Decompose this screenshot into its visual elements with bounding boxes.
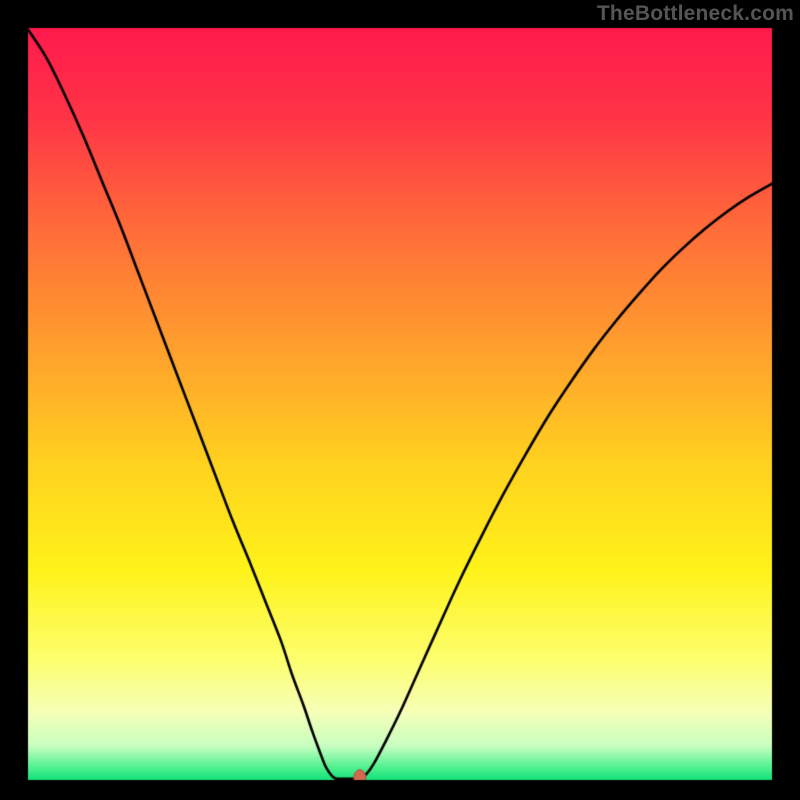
chart-stage: TheBottleneck.com bbox=[0, 0, 800, 800]
bottleneck-chart-canvas bbox=[0, 0, 800, 800]
watermark-text: TheBottleneck.com bbox=[597, 2, 794, 26]
